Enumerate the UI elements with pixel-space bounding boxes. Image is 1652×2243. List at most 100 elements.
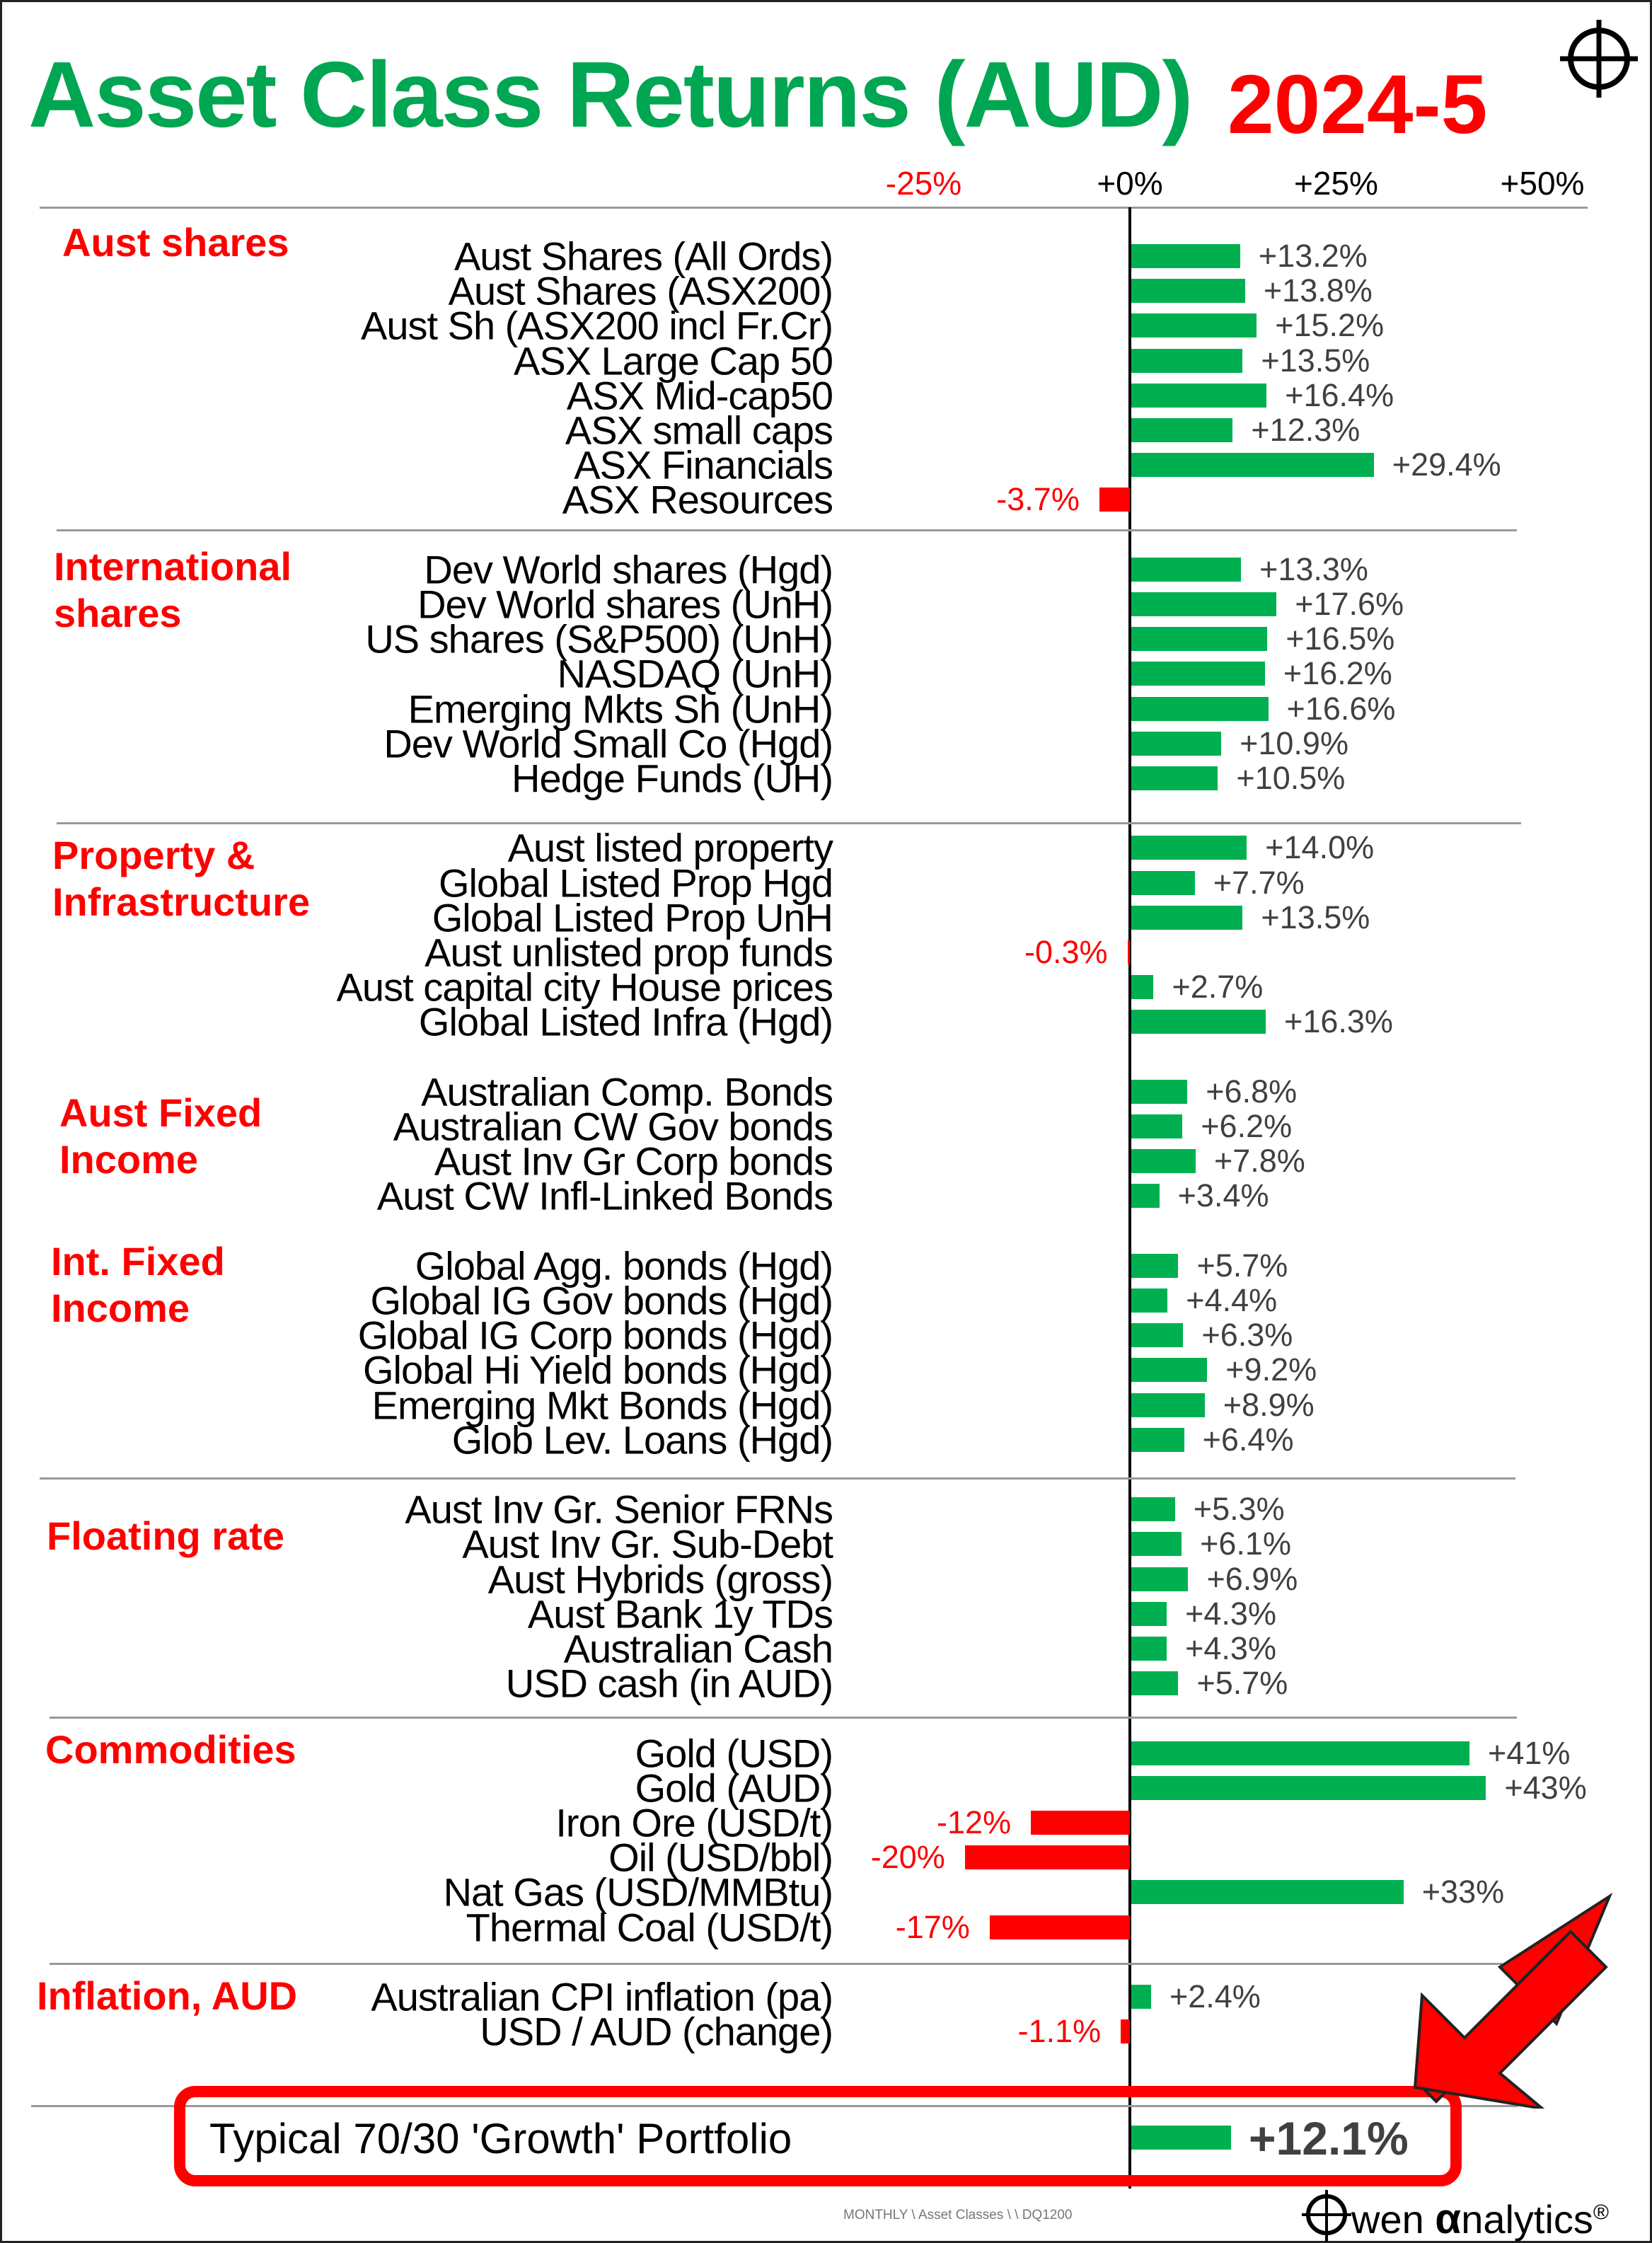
row-label: Global Listed Prop UnH <box>432 895 833 940</box>
period-label: 2024-5 <box>1228 58 1488 151</box>
row-label: US shares (S&P500) (UnH) <box>365 616 833 662</box>
row-label: Global IG Corp bonds (Hgd) <box>357 1313 833 1358</box>
value-label: +4.4% <box>1186 1282 1278 1318</box>
row-label: Aust Shares (All Ords) <box>454 233 833 279</box>
value-label: +15.2% <box>1275 307 1385 344</box>
bar <box>1131 731 1222 756</box>
value-label: +5.3% <box>1193 1491 1285 1528</box>
row-label: Aust Hybrids (gross) <box>487 1557 833 1602</box>
value-label: +14.0% <box>1265 829 1375 866</box>
row-label: Australian Comp. Bonds <box>421 1069 833 1114</box>
value-label: +16.5% <box>1286 621 1395 657</box>
value-label: +10.9% <box>1240 725 1348 761</box>
value-label: +8.9% <box>1223 1386 1315 1423</box>
value-label: +29.4% <box>1392 446 1501 483</box>
row-label: Aust Inv Gr. Sub-Debt <box>462 1521 833 1567</box>
row-label: NASDAQ (UnH) <box>557 651 833 696</box>
value-label: +17.6% <box>1295 586 1404 622</box>
row-label: Gold (USD) <box>635 1731 833 1776</box>
value-label: +5.7% <box>1196 1665 1288 1702</box>
arrow-icon <box>1413 1892 1613 2109</box>
group-divider <box>57 529 1517 531</box>
value-label: -1.1% <box>1017 2013 1102 2050</box>
portfolio-highlight-box <box>174 2086 1462 2186</box>
top-divider <box>40 207 1588 209</box>
bar <box>1127 940 1130 964</box>
bar <box>989 1915 1130 1939</box>
row-label: Dev World shares (UnH) <box>417 582 833 627</box>
group-label: Property & Infrastructure <box>52 833 311 924</box>
row-label: Aust Inv Gr Corp bonds <box>434 1138 833 1184</box>
row-label: Oil (USD/bbl) <box>608 1835 833 1880</box>
owen-analytics-logo: wen αnalytics® <box>1302 2186 1609 2243</box>
bar <box>1131 1184 1160 1209</box>
row-label: Global Agg. bonds (Hgd) <box>415 1243 833 1288</box>
value-label: +41% <box>1488 1734 1571 1771</box>
portfolio-bar <box>1131 2126 1232 2150</box>
value-label: +9.2% <box>1225 1351 1317 1388</box>
crosshair-icon <box>1560 20 1638 98</box>
group-label: International shares <box>54 544 292 635</box>
value-label: +6.9% <box>1206 1560 1298 1597</box>
bar <box>1131 244 1240 268</box>
row-label: ASX small caps <box>565 408 833 453</box>
row-label: Global Listed Prop Hgd <box>438 860 833 906</box>
row-label: ASX Large Cap 50 <box>514 338 833 384</box>
row-label: USD / AUD (change) <box>480 2009 833 2054</box>
row-label: Aust Inv Gr. Senior FRNs <box>405 1487 833 1532</box>
group-divider <box>50 1963 1503 1965</box>
bar <box>1131 383 1267 408</box>
value-label: -12% <box>937 1804 1012 1840</box>
value-label: -3.7% <box>996 481 1080 518</box>
portfolio-value: +12.1% <box>1249 2112 1409 2164</box>
bar <box>1099 488 1130 512</box>
footer-path: MONTHLY \ Asset Classes \ \ DQ1200 <box>843 2208 1073 2222</box>
row-label: Emerging Mkts Sh (UnH) <box>408 686 833 732</box>
logo-text: wen <box>1351 2197 1436 2242</box>
group-divider <box>40 1477 1515 1480</box>
x-tick-label: +0% <box>1097 165 1163 202</box>
bar <box>1131 1253 1179 1278</box>
bar <box>1131 279 1245 304</box>
row-label: Dev World Small Co (Hgd) <box>383 721 833 766</box>
chart-title: Asset Class Returns (AUD) <box>28 42 1193 146</box>
bar <box>1131 1392 1205 1417</box>
bar <box>1131 453 1374 478</box>
bar <box>1131 1671 1179 1696</box>
value-label: +3.4% <box>1177 1177 1269 1214</box>
value-label: +4.3% <box>1185 1595 1276 1632</box>
value-label: +6.4% <box>1202 1421 1294 1458</box>
x-tick-label: +50% <box>1500 165 1585 202</box>
row-label: Australian Cash <box>563 1626 833 1671</box>
row-label: Australian CW Gov bonds <box>393 1104 833 1149</box>
value-label: +4.3% <box>1185 1630 1276 1666</box>
bar <box>1131 557 1242 582</box>
row-label: USD cash (in AUD) <box>505 1661 833 1706</box>
bar <box>964 1845 1130 1870</box>
row-label: Aust Bank 1y TDs <box>527 1591 833 1637</box>
row-label: Aust CW Infl-Linked Bonds <box>376 1173 833 1218</box>
bar <box>1131 1567 1189 1591</box>
logo-alpha: α <box>1435 2195 1462 2242</box>
bar <box>1031 1811 1130 1835</box>
row-label: Gold (AUD) <box>635 1765 833 1811</box>
group-divider <box>50 1717 1517 1719</box>
x-tick-label: -25% <box>885 165 962 202</box>
bar <box>1131 1775 1486 1800</box>
row-label: Global IG Gov bonds (Hgd) <box>370 1278 833 1323</box>
bar <box>1131 1079 1188 1104</box>
value-label: +2.4% <box>1169 1978 1261 2014</box>
row-label: Aust unlisted prop funds <box>424 930 833 975</box>
value-label: +13.3% <box>1259 550 1368 587</box>
bar <box>1131 1880 1404 1905</box>
portfolio-label: Typical 70/30 'Growth' Portfolio <box>209 2115 792 2162</box>
value-label: -0.3% <box>1024 934 1108 970</box>
group-divider <box>31 2105 1518 2107</box>
bar <box>1131 1010 1266 1034</box>
group-divider <box>57 822 1521 824</box>
bar <box>1131 1637 1167 1661</box>
bar <box>1131 766 1218 790</box>
value-label: +13.5% <box>1261 342 1370 379</box>
value-label: +10.5% <box>1236 760 1346 796</box>
